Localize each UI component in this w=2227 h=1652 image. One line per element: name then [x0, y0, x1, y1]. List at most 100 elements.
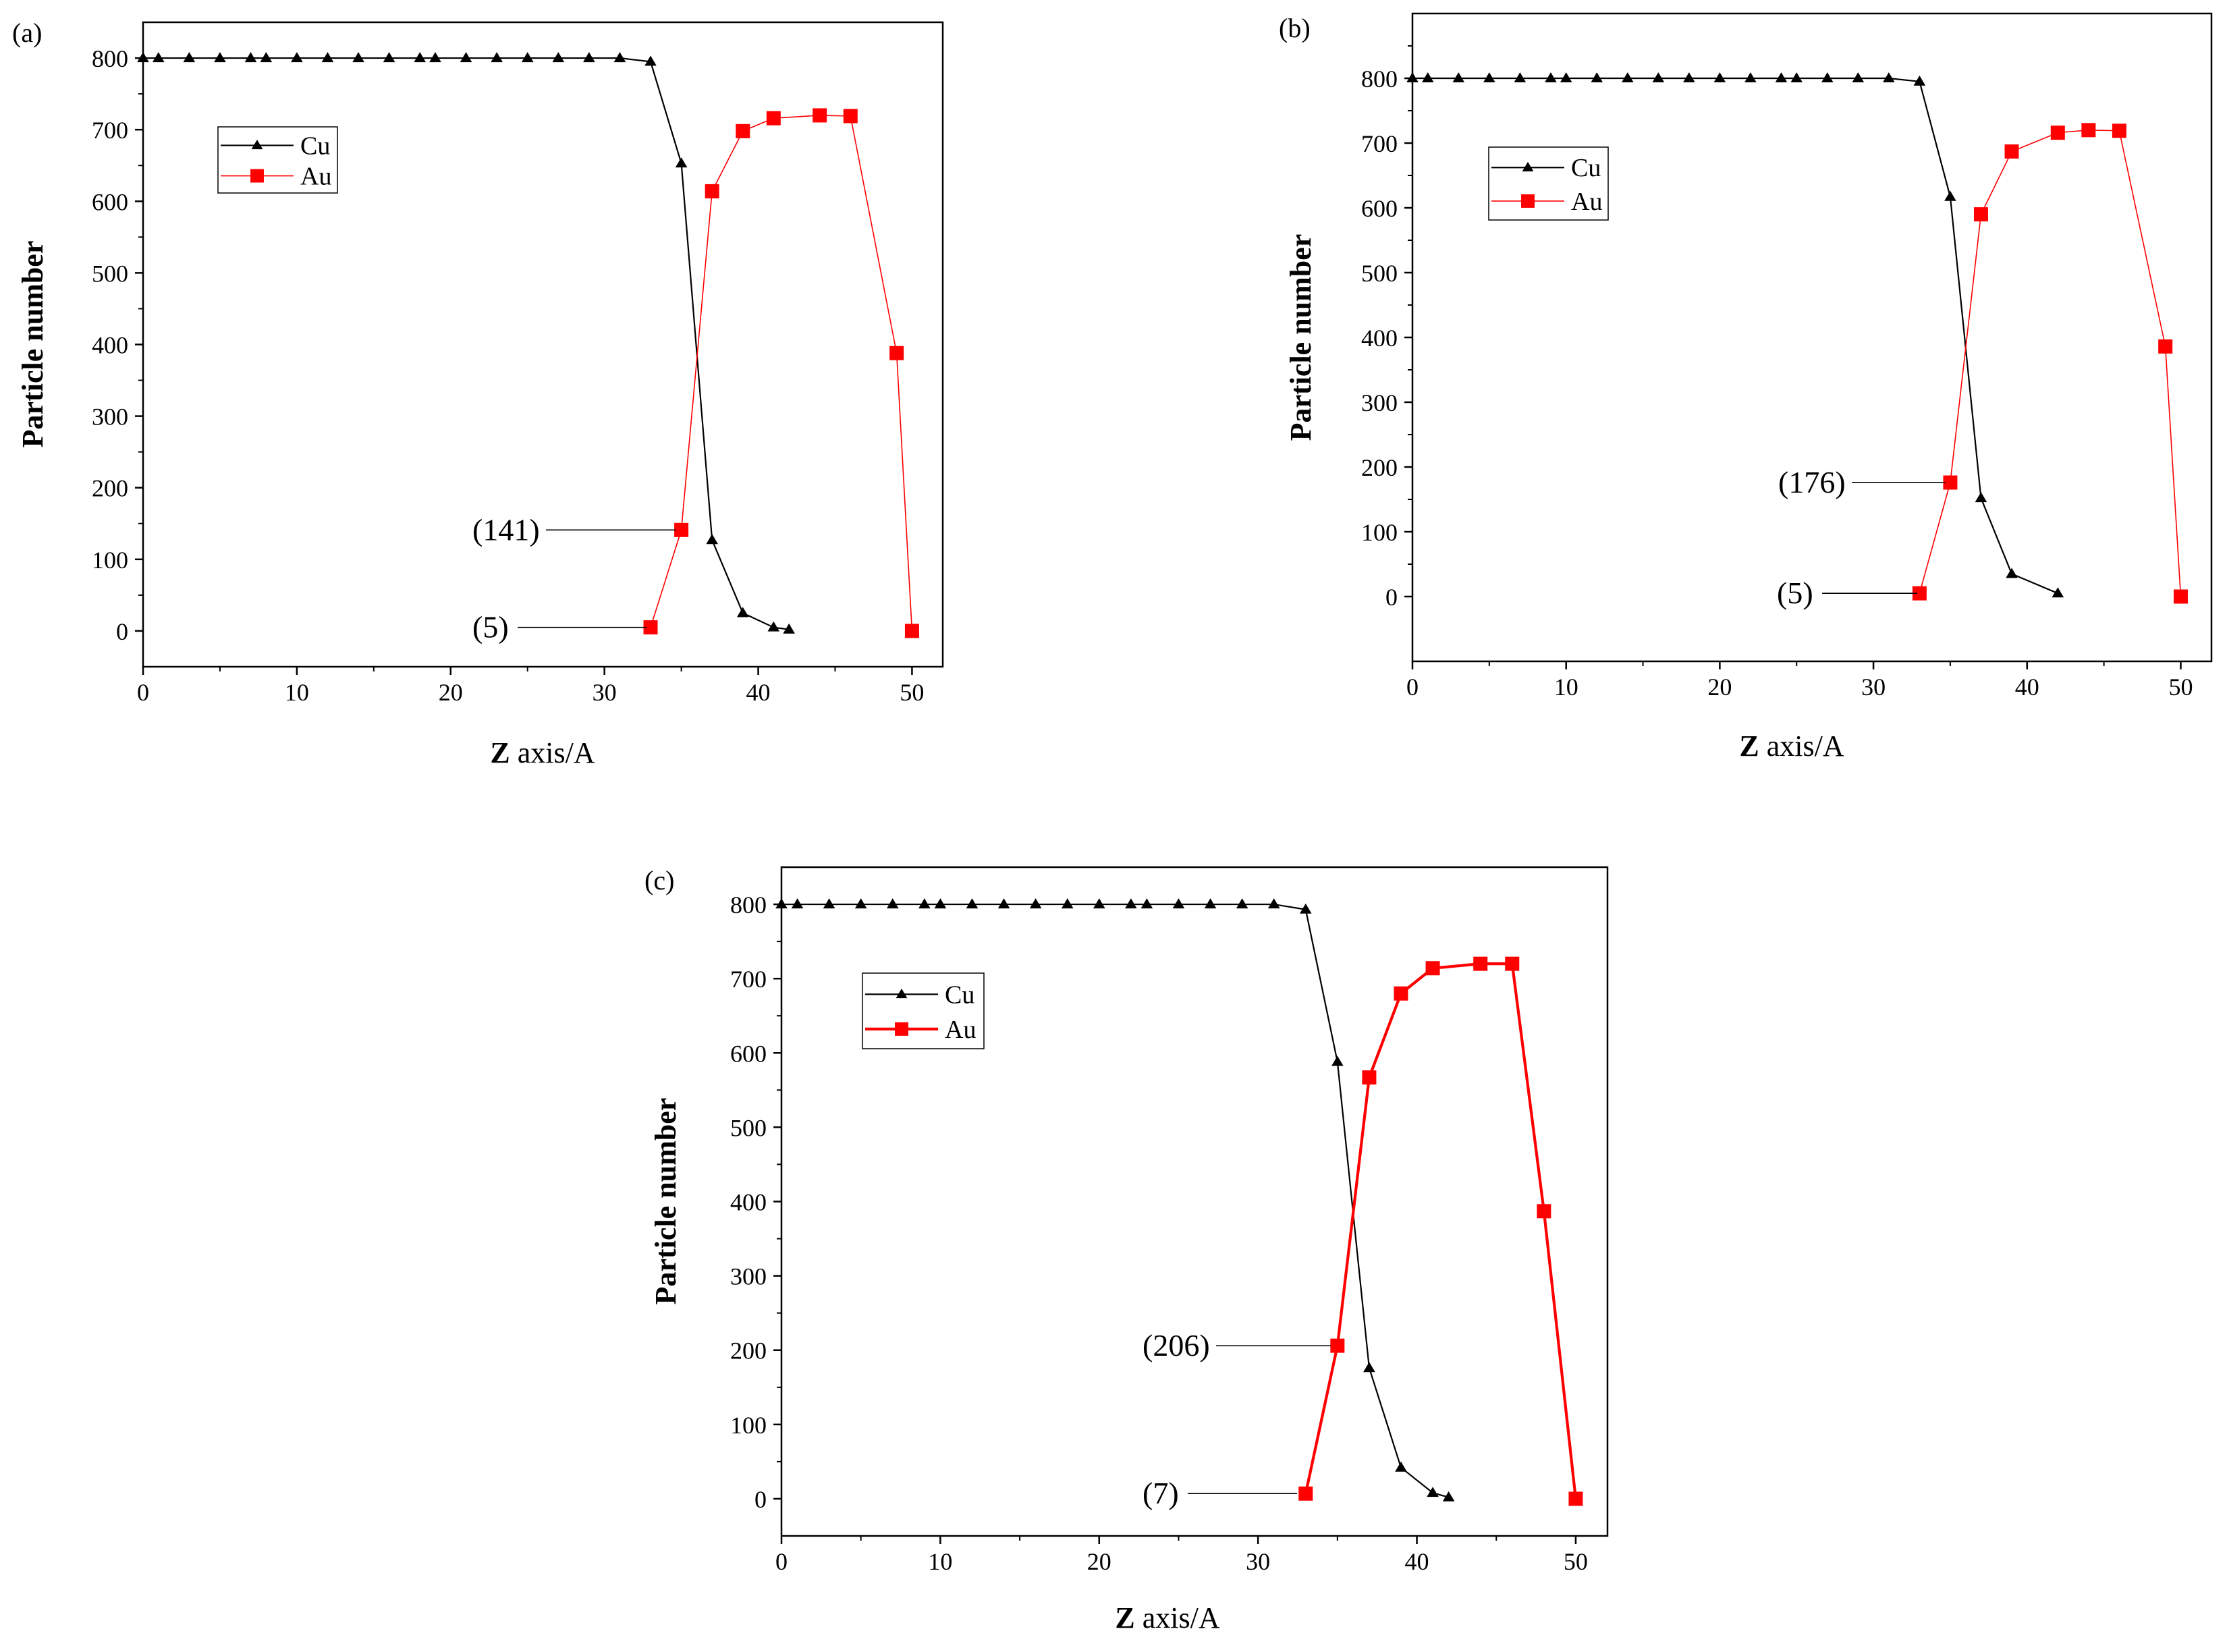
chart3-series-cu-point: [1331, 1055, 1344, 1066]
chart3-y-tick-label: 500: [730, 1114, 767, 1141]
chart1-x-tick-label: 20: [439, 679, 463, 706]
chart3-series-cu-point: [997, 898, 1010, 909]
chart2-series-au-point: [1943, 475, 1958, 490]
chart1-legend-box: [217, 126, 338, 194]
chart1-annotation-label: (5): [472, 610, 509, 644]
chart2-series-au-point: [1973, 207, 1988, 222]
chart3-y-tick-label: 100: [730, 1412, 767, 1439]
chart1-series-cu-point: [613, 52, 626, 63]
chart3-series-au-point: [1537, 1204, 1551, 1219]
chart3-series-au-point: [1425, 961, 1440, 976]
chart1-series-cu-point: [152, 52, 165, 63]
chart3-y-tick-label: 800: [730, 891, 767, 918]
chart1-x-tick-label: 30: [593, 679, 617, 706]
chart3-legend-box: [862, 972, 985, 1049]
chart1-series-cu-point: [552, 52, 565, 63]
chart2-series-cu-point: [1790, 72, 1803, 83]
chart3-series-cu-point: [854, 898, 867, 909]
chart2-y-tick-label: 200: [1361, 454, 1398, 481]
chart2-y-tick-label: 300: [1361, 389, 1398, 416]
chart1-series-cu-point: [644, 55, 657, 66]
chart2-series-au-point: [2004, 144, 2019, 159]
chart1-y-tick-label: 300: [92, 404, 128, 431]
chart3-x-axis-label-bold: Z: [1115, 1601, 1134, 1634]
chart3-series-cu-point: [791, 898, 804, 909]
chart1-y-tick-label: 0: [116, 618, 128, 645]
chart2-x-axis-label-rest: axis/A: [1759, 729, 1844, 763]
chart3-series-cu-point: [1427, 1487, 1439, 1497]
chart3-x-tick-label: 50: [1564, 1548, 1588, 1575]
chart2-y-tick-label: 800: [1361, 65, 1398, 92]
chart3-series-cu-point: [1267, 898, 1280, 909]
chart1-series-cu-point: [783, 623, 795, 634]
chart2-series-cu-point: [1975, 492, 1987, 503]
chart1-series-au-point: [643, 620, 658, 635]
chart3-x-axis-label-rest: axis/A: [1135, 1601, 1220, 1634]
chart2-x-axis-label: Z axis/A: [1739, 729, 1844, 763]
chart3-y-tick-label: 400: [730, 1189, 767, 1216]
chart3-series-cu-point: [1204, 898, 1217, 909]
chart2-series-cu-point: [1652, 72, 1665, 83]
chart1-series-au-point: [889, 346, 904, 360]
chart1-x-axis-label-bold: Z: [490, 736, 510, 769]
chart2-series-cu-point: [1821, 72, 1834, 83]
chart1-series-au-point: [813, 108, 827, 123]
chart3-x-axis-label: Z axis/A: [1115, 1601, 1219, 1634]
chart3-series-cu-point: [823, 898, 835, 909]
chart1-legend-label-au: Au: [300, 163, 331, 191]
chart1-y-tick-label: 400: [92, 332, 128, 359]
chart3-series-cu-point: [1442, 1491, 1455, 1502]
chart2-series-cu-point: [2006, 568, 2018, 578]
chart3-y-tick-label: 600: [730, 1040, 767, 1067]
chart2-series-cu-point: [1913, 75, 1926, 86]
chart3-series-cu-point: [1172, 898, 1185, 909]
chart1-x-tick-label: 50: [900, 679, 924, 706]
chart2-series-cu-point: [1621, 72, 1634, 83]
chart2-y-tick-label: 0: [1385, 584, 1398, 611]
chart2-plot-frame: [1411, 12, 2213, 663]
chart2-y-tick-label: 600: [1361, 195, 1398, 222]
chart3-series-cu-point: [966, 898, 979, 909]
chart2-series-au-point: [2173, 589, 2188, 604]
chart2-series-cu-point: [1591, 72, 1603, 83]
chart2-series-cu-point: [1713, 72, 1726, 83]
chart2-series-cu-point: [1775, 72, 1788, 83]
chart2-x-tick-label: 20: [1707, 673, 1732, 700]
chart2-series-cu-point: [1883, 72, 1895, 83]
chart1-series-cu-point: [183, 52, 196, 63]
chart1-series-cu-point: [244, 52, 257, 63]
chart1-series-cu-point: [414, 52, 426, 63]
chart3-x-tick-label: 0: [775, 1548, 788, 1575]
chart1-x-tick-label: 40: [746, 679, 771, 706]
chart1-panel-label: (a): [12, 18, 42, 48]
chart2-series-cu-point: [1852, 72, 1865, 83]
chart3-legend-label-cu: Cu: [945, 981, 974, 1009]
chart1-series-cu-point: [491, 52, 503, 63]
chart3-series-cu-point: [1029, 898, 1042, 909]
chart1-y-tick-label: 600: [92, 188, 128, 215]
chart1-series-cu-point: [260, 52, 273, 63]
chart1-series-cu-point: [137, 52, 149, 63]
chart3-series-au-point: [1505, 956, 1520, 971]
chart3-series-cu-point: [934, 898, 947, 909]
chart3-x-tick-label: 30: [1246, 1548, 1270, 1575]
chart3-series-cu-point: [918, 898, 931, 909]
chart2-series-au-point: [2158, 339, 2173, 354]
chart1-y-tick-label: 800: [92, 45, 128, 72]
chart3-x-tick-label: 10: [928, 1548, 952, 1575]
chart1-x-tick-label: 0: [137, 679, 149, 706]
chart1-legend-label-cu: Cu: [300, 132, 330, 160]
chart3-series-au-line: [1304, 962, 1578, 1499]
chart1-y-tick-label: 100: [92, 547, 128, 574]
chart1-x-axis-label-rest: axis/A: [510, 736, 595, 769]
chart2-series-cu-point: [2052, 587, 2064, 598]
chart1-series-au-point: [705, 184, 719, 198]
chart3-series-cu-point: [1093, 898, 1105, 909]
chart1-legend-marker-cu: [251, 139, 263, 150]
chart3-series-cu-point: [775, 898, 788, 909]
chart3-x-tick-label: 20: [1087, 1548, 1111, 1575]
chart2-series-au-point: [2112, 123, 2126, 138]
chart3-series-cu-point: [1236, 898, 1248, 909]
chart2-legend-label-au: Au: [1571, 188, 1602, 216]
